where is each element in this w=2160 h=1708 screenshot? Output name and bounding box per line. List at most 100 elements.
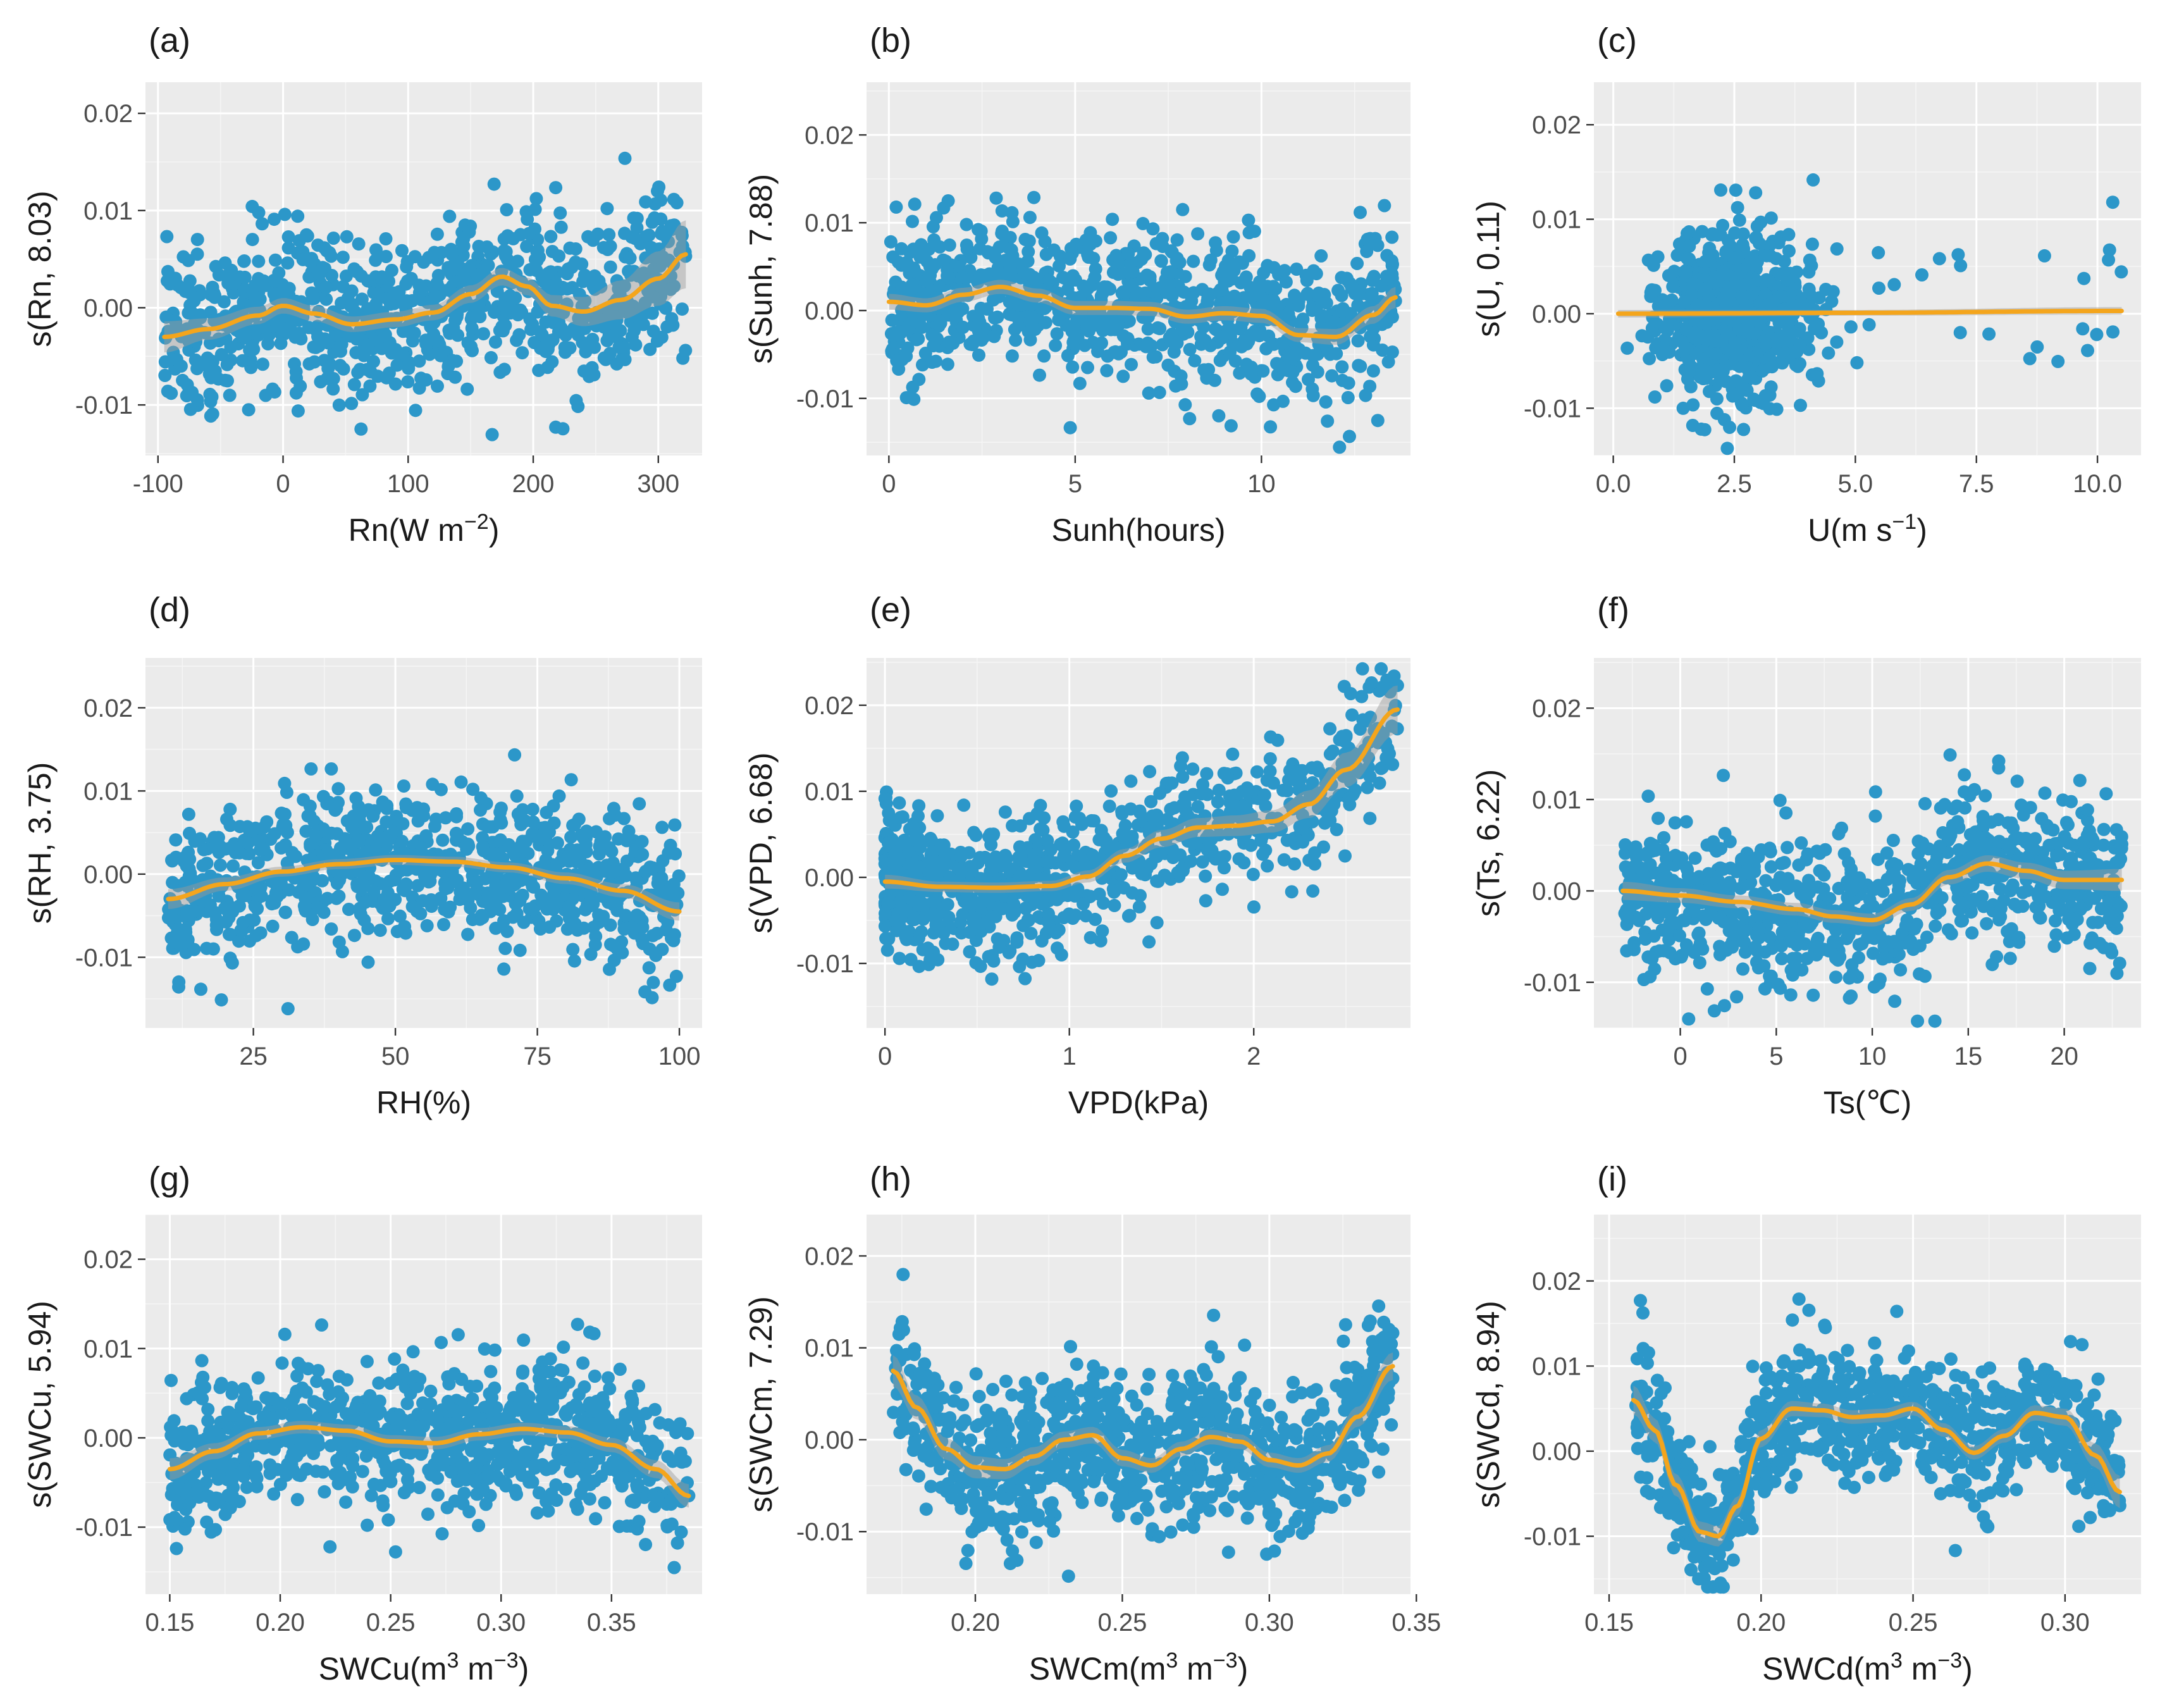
- panel-tag: (b): [870, 22, 911, 59]
- data-point: [1108, 346, 1121, 359]
- data-point: [1355, 690, 1368, 703]
- data-point: [2011, 774, 2024, 788]
- data-point: [532, 832, 545, 846]
- data-point: [1006, 206, 1019, 220]
- data-point: [1320, 297, 1333, 310]
- data-point: [1142, 323, 1155, 336]
- data-point: [419, 333, 433, 347]
- data-point: [928, 896, 941, 909]
- data-point: [395, 924, 409, 938]
- x-tick-label: 300: [637, 470, 679, 498]
- data-point: [941, 357, 954, 371]
- data-point: [1040, 855, 1053, 869]
- data-point: [1240, 357, 1253, 371]
- data-point: [1717, 769, 1730, 782]
- data-point: [1872, 282, 1885, 295]
- data-point: [224, 340, 237, 354]
- data-point: [2056, 793, 2070, 807]
- data-point: [1226, 748, 1239, 761]
- data-point: [553, 206, 567, 220]
- data-point: [1382, 356, 1395, 369]
- data-point: [324, 922, 338, 936]
- data-point: [1250, 387, 1264, 400]
- data-point: [422, 251, 435, 264]
- data-point: [1338, 850, 1352, 863]
- data-point: [1289, 349, 1302, 362]
- data-point: [179, 285, 192, 298]
- data-point: [1684, 380, 1698, 393]
- data-point: [1040, 834, 1054, 847]
- data-point: [320, 244, 333, 257]
- data-point: [942, 194, 955, 207]
- data-point: [1014, 819, 1027, 832]
- data-point: [557, 422, 570, 435]
- data-point: [593, 848, 606, 861]
- data-point: [612, 832, 625, 846]
- data-point: [1176, 752, 1189, 765]
- data-point: [361, 275, 374, 288]
- data-point: [881, 944, 894, 957]
- data-point: [1371, 414, 1385, 427]
- data-point: [985, 972, 999, 986]
- data-point: [1806, 989, 1820, 1002]
- data-point: [614, 324, 627, 337]
- data-point: [1646, 321, 1659, 335]
- data-point: [629, 338, 642, 352]
- data-point: [1727, 252, 1741, 265]
- data-point: [1307, 389, 1320, 402]
- data-point: [380, 815, 393, 829]
- data-point: [1164, 803, 1177, 816]
- data-point: [494, 814, 507, 827]
- data-point: [421, 919, 434, 932]
- x-tick-label: 7.5: [1959, 470, 1994, 498]
- data-point: [956, 321, 970, 334]
- data-point: [169, 833, 182, 846]
- y-tick-label: -0.01: [1524, 395, 1581, 423]
- data-point: [1385, 268, 1398, 281]
- data-point: [1741, 319, 1755, 332]
- data-point: [1749, 186, 1762, 199]
- data-point: [972, 312, 985, 325]
- data-point: [316, 261, 330, 274]
- data-point: [907, 242, 920, 256]
- data-point: [664, 839, 677, 852]
- data-point: [1191, 227, 1204, 240]
- data-point: [519, 834, 533, 848]
- data-point: [1794, 399, 1807, 412]
- data-point: [1131, 286, 1144, 299]
- data-point: [1095, 337, 1108, 350]
- x-tick-label: 75: [523, 1043, 552, 1070]
- data-point: [558, 327, 571, 340]
- x-tick-label: 0: [276, 470, 290, 498]
- data-point: [1708, 330, 1721, 343]
- data-point: [1699, 255, 1712, 268]
- data-point: [1058, 820, 1071, 833]
- data-point: [278, 808, 292, 821]
- data-point: [164, 387, 178, 400]
- data-point: [1196, 855, 1209, 869]
- data-point: [887, 852, 901, 865]
- data-point: [933, 240, 946, 254]
- data-point: [547, 886, 560, 900]
- data-point: [1176, 203, 1189, 216]
- data-point: [450, 310, 464, 323]
- data-point: [1124, 774, 1137, 788]
- data-point: [290, 365, 303, 378]
- data-point: [1025, 927, 1038, 940]
- data-point: [1379, 751, 1393, 764]
- data-point: [1765, 211, 1778, 225]
- data-point: [256, 357, 269, 371]
- data-point: [1296, 836, 1309, 849]
- data-point: [541, 361, 554, 374]
- data-point: [1165, 776, 1178, 789]
- data-point: [889, 201, 903, 214]
- data-point: [247, 913, 261, 927]
- data-point: [1850, 356, 1863, 369]
- y-tick-label: -0.01: [796, 385, 854, 413]
- data-point: [1100, 364, 1113, 377]
- data-point: [1178, 797, 1192, 810]
- data-point: [636, 848, 649, 861]
- data-point: [549, 181, 562, 194]
- data-point: [522, 227, 536, 240]
- data-point: [655, 871, 668, 884]
